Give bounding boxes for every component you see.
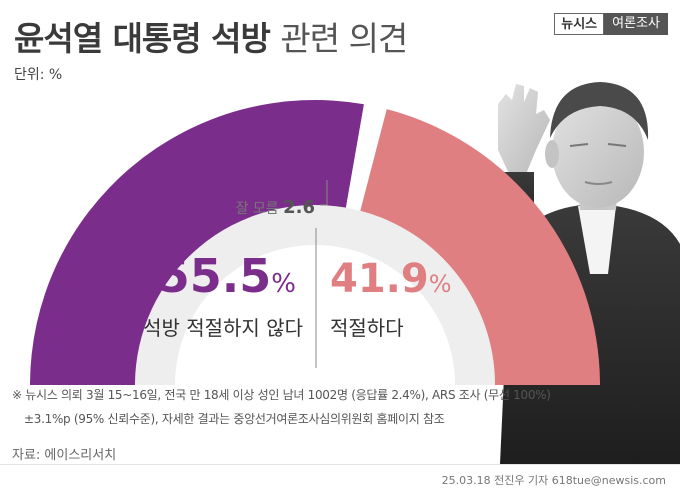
title-bold: 윤석열 대통령 석방 [14, 19, 271, 58]
survey-note-line2: ±3.1%p (95% 신뢰수준), 자세한 결과는 중앙선거여론조사심의위원회… [24, 412, 445, 426]
brand-badge: 뉴시스 여론조사 [554, 13, 668, 35]
credit-label: 25.03.18 전진우 기자 618tue@newsis.com [441, 474, 666, 487]
segment-unsure [345, 104, 387, 211]
label-not-appropriate: 석방 적절하지 않다 [143, 316, 303, 340]
divider [0, 464, 680, 465]
page-title: 윤석열 대통령 석방 관련 의견 [14, 12, 408, 60]
value-not-appropriate: 55.5% [158, 249, 296, 303]
inner-ring [135, 205, 495, 385]
survey-note-line1: ※ 뉴시스 의뢰 3월 15~16일, 전국 만 18세 이상 성인 남녀 10… [12, 388, 551, 402]
title-light: 관련 의견 [280, 19, 408, 58]
source-label: 자료: 에이스리서치 [12, 448, 117, 463]
unit-label: 단위: % [14, 67, 63, 83]
segment-not-appropriate [30, 99, 364, 386]
brand-right: 여론조사 [604, 13, 668, 35]
unsure-leader-line [320, 180, 328, 206]
brand-left: 뉴시스 [554, 13, 605, 35]
half-donut-chart: 잘 모름 2.6 55.5% 41.9% 석방 적절하지 않다 적절하다 [30, 99, 600, 386]
value-appropriate: 41.9% [330, 256, 452, 302]
segment-appropriate [360, 109, 600, 385]
unsure-label: 잘 모름 2.6 [236, 197, 315, 218]
label-appropriate: 적절하다 [330, 316, 404, 340]
